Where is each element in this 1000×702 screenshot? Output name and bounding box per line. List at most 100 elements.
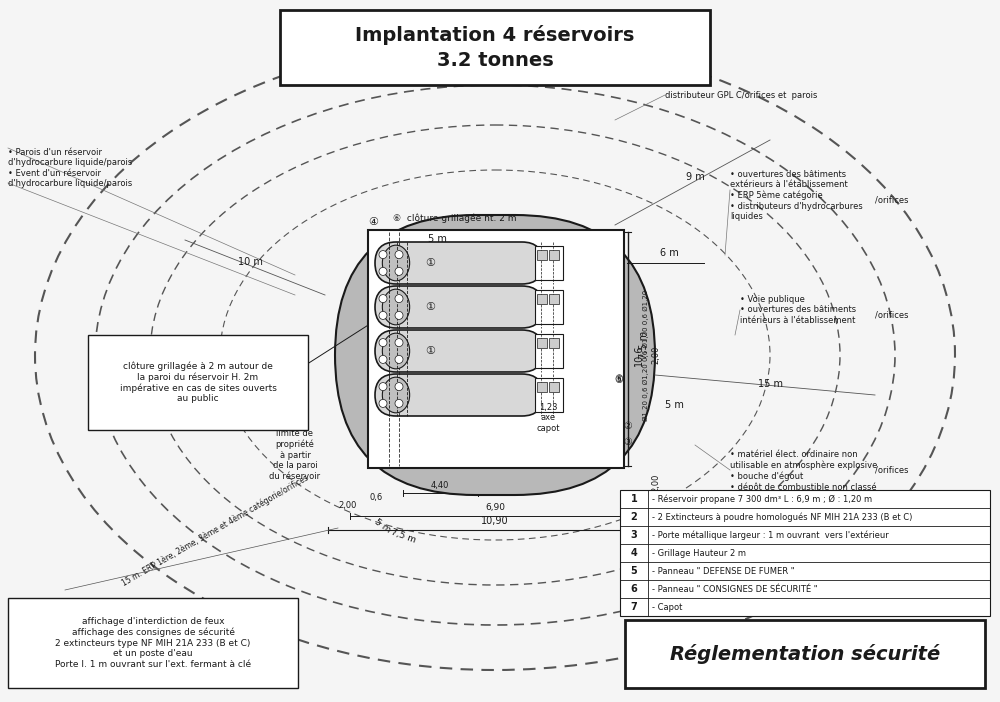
Circle shape	[395, 383, 403, 390]
Text: - Porte métallique largeur : 1 m ouvrant  vers l'extérieur: - Porte métallique largeur : 1 m ouvrant…	[652, 530, 889, 540]
Bar	[535, 378, 563, 412]
Text: 7,5 m: 7,5 m	[389, 527, 417, 545]
Text: 10,90: 10,90	[481, 516, 509, 526]
Text: 6,90: 6,90	[485, 503, 505, 512]
Bar	[8, 598, 298, 688]
FancyBboxPatch shape	[375, 242, 543, 284]
Text: 5 m: 5 m	[373, 517, 393, 535]
Bar	[368, 230, 624, 468]
Text: 15 m: 15 m	[758, 379, 782, 389]
Bar	[625, 620, 985, 688]
Text: - Panneau " DEFENSE DE FUMER ": - Panneau " DEFENSE DE FUMER "	[652, 567, 794, 576]
Text: - Capot: - Capot	[652, 602, 682, 611]
Text: ②: ②	[624, 421, 632, 431]
Bar	[537, 250, 547, 260]
Bar	[88, 335, 308, 430]
Circle shape	[395, 338, 403, 347]
Bar	[549, 382, 559, 392]
Circle shape	[395, 355, 403, 364]
Text: 1,23
axe
capot: 1,23 axe capot	[536, 403, 560, 433]
Circle shape	[395, 312, 403, 319]
Text: /orifices: /orifices	[875, 310, 908, 319]
Text: /orifices: /orifices	[875, 195, 908, 204]
Text: 1: 1	[631, 494, 637, 504]
Bar	[620, 490, 990, 616]
Text: /orifices: /orifices	[875, 465, 908, 475]
Circle shape	[379, 355, 387, 364]
Bar	[535, 290, 563, 324]
Text: ①: ①	[425, 346, 435, 356]
Circle shape	[395, 399, 403, 407]
Text: ③: ③	[624, 437, 632, 447]
Text: limite de
propriété
à partir
de la paroi
du réservoir: limite de propriété à partir de la paroi…	[269, 430, 321, 481]
Text: 6: 6	[631, 584, 637, 594]
Text: 2,00: 2,00	[339, 501, 357, 510]
Text: ⑤: ⑤	[615, 375, 623, 385]
FancyBboxPatch shape	[335, 215, 655, 495]
Text: - Réservoir propane 7 300 dm³ L : 6,9 m ; Ø : 1,20 m: - Réservoir propane 7 300 dm³ L : 6,9 m …	[652, 494, 872, 504]
Text: 4: 4	[631, 548, 637, 558]
Text: 2,00: 2,00	[652, 474, 660, 492]
Text: • matériel élect. ordinaire non
utilisable en atmosphère explosive
• bouche d'ég: • matériel élect. ordinaire non utilisab…	[730, 450, 877, 492]
Circle shape	[395, 267, 403, 275]
Text: - Grillage Hauteur 2 m: - Grillage Hauteur 2 m	[652, 548, 746, 557]
Text: 15 m. ERP 1ère, 2ème, 3ème et 4ème catégorie/orifices: 15 m. ERP 1ère, 2ème, 3ème et 4ème catég…	[120, 472, 310, 588]
Bar	[537, 338, 547, 348]
Text: 5 m: 5 m	[665, 400, 683, 410]
Text: ④: ④	[368, 217, 378, 227]
Text: 7: 7	[631, 602, 637, 612]
Text: Implantation 4 réservoirs
3.2 tonnes: Implantation 4 réservoirs 3.2 tonnes	[355, 25, 635, 70]
FancyBboxPatch shape	[375, 374, 543, 416]
Circle shape	[379, 312, 387, 319]
Circle shape	[395, 251, 403, 258]
Bar	[280, 10, 710, 85]
Text: 5: 5	[631, 566, 637, 576]
Text: 0,6: 0,6	[369, 493, 383, 502]
Text: ⑥  clôture grillagée ht. 2 m: ⑥ clôture grillagée ht. 2 m	[393, 213, 516, 223]
FancyBboxPatch shape	[375, 286, 543, 328]
Text: 2: 2	[631, 512, 637, 522]
Ellipse shape	[382, 289, 410, 325]
Bar	[537, 382, 547, 392]
Bar	[549, 250, 559, 260]
Circle shape	[379, 267, 387, 275]
Text: clôture grillagée à 2 m autour de
la paroi du réservoir H. 2m
impérative en cas : clôture grillagée à 2 m autour de la par…	[120, 362, 276, 404]
Text: 10,6: 10,6	[634, 344, 644, 366]
Text: 7,5 m: 7,5 m	[639, 331, 649, 359]
Text: • Parois d'un réservoir
d'hydrocarbure liquide/parois
• Event d'un réservoir
d'h: • Parois d'un réservoir d'hydrocarbure l…	[8, 148, 132, 188]
FancyBboxPatch shape	[377, 257, 613, 453]
Text: ⑥: ⑥	[615, 374, 623, 384]
Text: affichage d'interdiction de feux
affichage des consignes de sécurité
2 extincteu: affichage d'interdiction de feux afficha…	[55, 617, 251, 668]
Bar	[535, 334, 563, 368]
Ellipse shape	[382, 245, 410, 281]
Text: Ø1,20 0,6 Ø1,20 0,6 Ø1,20 0,6 Ø1,20: Ø1,20 0,6 Ø1,20 0,6 Ø1,20 0,6 Ø1,20	[643, 289, 649, 420]
Text: 2,00: 2,00	[652, 346, 660, 364]
Bar	[537, 294, 547, 304]
FancyBboxPatch shape	[375, 330, 543, 372]
Text: ①: ①	[425, 258, 435, 268]
Bar	[549, 338, 559, 348]
Circle shape	[379, 295, 387, 303]
Text: - 2 Extincteurs à poudre homologués NF MIH 21A 233 (B et C): - 2 Extincteurs à poudre homologués NF M…	[652, 512, 912, 522]
Circle shape	[379, 383, 387, 390]
Text: 5 m: 5 m	[428, 234, 447, 244]
Text: 6 m: 6 m	[660, 248, 678, 258]
Text: • ouvertures des bâtiments
extérieurs à l'établissement
• ERP 5ème catégorie
• d: • ouvertures des bâtiments extérieurs à …	[730, 170, 863, 221]
Text: 4,40: 4,40	[431, 481, 449, 490]
Text: 9 m: 9 m	[686, 172, 704, 182]
Text: distributeur GPL C/orifices et  parois: distributeur GPL C/orifices et parois	[665, 91, 817, 100]
Text: 10 m: 10 m	[238, 257, 262, 267]
Circle shape	[379, 399, 387, 407]
Text: ①: ①	[425, 302, 435, 312]
Text: - Panneau " CONSIGNES DE SÉCURITÉ ": - Panneau " CONSIGNES DE SÉCURITÉ "	[652, 585, 818, 593]
Circle shape	[379, 338, 387, 347]
Circle shape	[395, 295, 403, 303]
Ellipse shape	[382, 377, 410, 413]
Text: Réglementation sécurité: Réglementation sécurité	[670, 644, 940, 664]
Circle shape	[379, 251, 387, 258]
Text: 3: 3	[631, 530, 637, 540]
Text: 2,00: 2,00	[635, 501, 653, 510]
Ellipse shape	[382, 333, 410, 369]
Bar	[535, 246, 563, 280]
Bar	[549, 294, 559, 304]
